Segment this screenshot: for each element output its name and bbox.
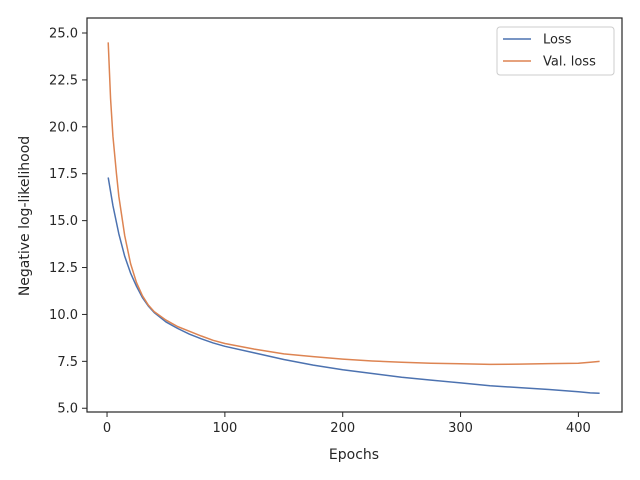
y-tick-label: 5.0 bbox=[57, 402, 78, 417]
x-axis-label: Epochs bbox=[329, 447, 379, 463]
x-tick-label: 300 bbox=[448, 421, 473, 436]
y-tick-label: 25.0 bbox=[49, 27, 78, 42]
x-tick-label: 0 bbox=[103, 421, 111, 436]
y-axis-ticks: 5.0 7.5 10.0 12.5 15.0 17.5 20.0 22.5 25.0 bbox=[49, 27, 87, 417]
y-tick-label: 22.5 bbox=[49, 73, 78, 88]
x-axis-ticks: 0 100 200 300 400 bbox=[103, 412, 591, 436]
series-lines bbox=[107, 42, 600, 394]
y-tick-label: 12.5 bbox=[49, 261, 78, 276]
series-line-loss bbox=[107, 177, 600, 394]
y-tick-label: 15.0 bbox=[49, 214, 78, 229]
plot-frame bbox=[86, 17, 623, 413]
y-tick-label: 7.5 bbox=[57, 355, 78, 370]
y-tick-label: 10.0 bbox=[49, 308, 78, 323]
series-line-val-loss bbox=[107, 42, 600, 366]
x-tick-label: 200 bbox=[330, 421, 355, 436]
y-axis-label: Negative log-likelihood bbox=[17, 136, 33, 296]
plot-area bbox=[86, 17, 623, 413]
y-tick-label: 20.0 bbox=[49, 120, 78, 135]
legend-label: Val. loss bbox=[543, 55, 596, 70]
y-tick-label: 17.5 bbox=[49, 167, 78, 182]
legend: Loss Val. loss bbox=[496, 26, 615, 76]
x-tick-label: 100 bbox=[212, 421, 237, 436]
x-tick-label: 400 bbox=[566, 421, 591, 436]
legend-label: Loss bbox=[543, 33, 572, 48]
